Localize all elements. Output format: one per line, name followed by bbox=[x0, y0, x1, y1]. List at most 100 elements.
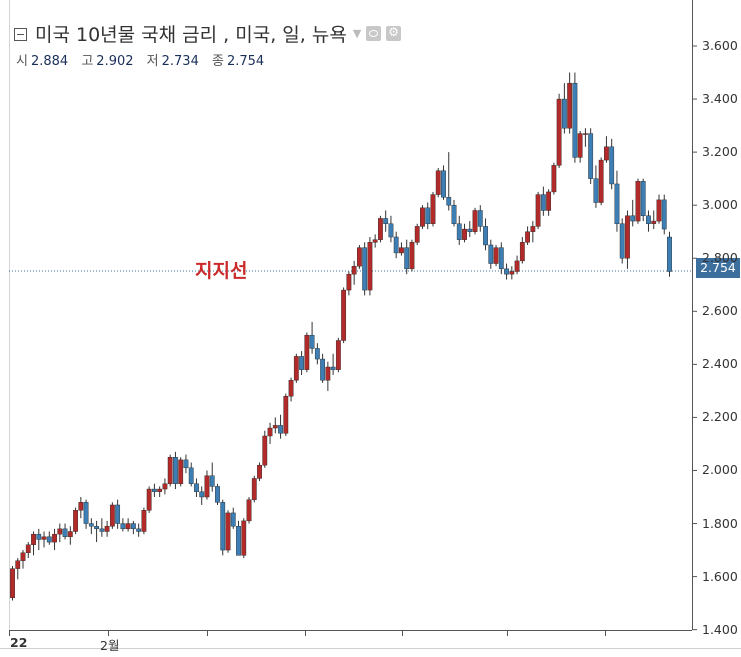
candle[interactable] bbox=[530, 221, 536, 243]
candle[interactable] bbox=[309, 321, 315, 354]
candle[interactable] bbox=[383, 210, 389, 232]
candle[interactable] bbox=[525, 226, 530, 245]
candle[interactable] bbox=[372, 234, 378, 248]
candle[interactable] bbox=[393, 231, 399, 259]
candle[interactable] bbox=[109, 502, 115, 529]
candle[interactable] bbox=[583, 128, 588, 147]
candle[interactable] bbox=[167, 454, 173, 487]
candle[interactable] bbox=[651, 210, 657, 230]
candle[interactable] bbox=[299, 351, 304, 375]
candle[interactable] bbox=[173, 451, 178, 490]
candle[interactable] bbox=[199, 486, 205, 505]
candle[interactable] bbox=[293, 353, 299, 383]
caret-down-icon[interactable]: ▼ bbox=[352, 27, 362, 40]
candle[interactable] bbox=[94, 520, 99, 543]
candle[interactable] bbox=[588, 128, 594, 184]
candle[interactable] bbox=[88, 518, 94, 535]
candle[interactable] bbox=[493, 244, 499, 267]
candle[interactable] bbox=[472, 207, 478, 235]
candles[interactable] bbox=[10, 72, 672, 601]
candle[interactable] bbox=[278, 414, 283, 439]
candle[interactable] bbox=[546, 189, 552, 216]
candle[interactable] bbox=[146, 486, 152, 513]
gear-icon[interactable] bbox=[386, 25, 402, 41]
candle[interactable] bbox=[178, 457, 184, 487]
candle[interactable] bbox=[667, 231, 672, 277]
candle[interactable] bbox=[661, 194, 667, 235]
candle[interactable] bbox=[225, 510, 231, 553]
candle[interactable] bbox=[441, 165, 446, 200]
candle[interactable] bbox=[230, 507, 236, 529]
candle[interactable] bbox=[78, 497, 84, 519]
candle[interactable] bbox=[115, 499, 121, 529]
candle[interactable] bbox=[609, 138, 615, 190]
candle[interactable] bbox=[120, 518, 126, 532]
candle[interactable] bbox=[462, 223, 467, 243]
candle[interactable] bbox=[598, 157, 604, 206]
candle[interactable] bbox=[514, 255, 520, 275]
candle[interactable] bbox=[425, 202, 431, 230]
candle[interactable] bbox=[31, 531, 36, 556]
candle[interactable] bbox=[467, 221, 473, 238]
candle[interactable] bbox=[567, 72, 573, 134]
candle[interactable] bbox=[625, 210, 630, 269]
candle[interactable] bbox=[346, 271, 352, 296]
candle[interactable] bbox=[498, 242, 504, 275]
candle[interactable] bbox=[483, 218, 488, 251]
candle[interactable] bbox=[404, 239, 410, 275]
candle[interactable] bbox=[330, 353, 336, 375]
candle[interactable] bbox=[152, 483, 157, 498]
candle[interactable] bbox=[362, 242, 368, 296]
candle[interactable] bbox=[267, 422, 273, 444]
candle[interactable] bbox=[356, 244, 362, 269]
candle[interactable] bbox=[320, 353, 326, 383]
candle[interactable] bbox=[614, 170, 620, 232]
candle[interactable] bbox=[99, 518, 105, 537]
candle[interactable] bbox=[272, 417, 278, 434]
candle[interactable] bbox=[241, 518, 247, 559]
candle[interactable] bbox=[125, 518, 131, 532]
candle[interactable] bbox=[183, 454, 189, 474]
candle[interactable] bbox=[57, 523, 63, 543]
candle[interactable] bbox=[246, 497, 252, 524]
candle[interactable] bbox=[209, 462, 215, 492]
candle[interactable] bbox=[430, 191, 436, 227]
candle[interactable] bbox=[519, 237, 525, 264]
candle[interactable] bbox=[604, 136, 609, 163]
candle[interactable] bbox=[36, 528, 42, 551]
candle[interactable] bbox=[409, 239, 415, 272]
candle[interactable] bbox=[341, 287, 347, 344]
candle[interactable] bbox=[504, 263, 509, 280]
candle[interactable] bbox=[435, 168, 441, 198]
candle[interactable] bbox=[488, 239, 494, 269]
candle[interactable] bbox=[204, 470, 210, 500]
candle[interactable] bbox=[104, 520, 110, 537]
candle[interactable] bbox=[10, 565, 15, 601]
candle[interactable] bbox=[157, 486, 163, 498]
candle[interactable] bbox=[619, 218, 625, 264]
candle[interactable] bbox=[220, 499, 226, 556]
candle[interactable] bbox=[283, 393, 289, 436]
candle[interactable] bbox=[451, 199, 457, 227]
candle[interactable] bbox=[46, 531, 52, 545]
candle[interactable] bbox=[420, 205, 425, 230]
candle[interactable] bbox=[456, 215, 462, 245]
candle[interactable] bbox=[257, 462, 262, 482]
candle[interactable] bbox=[251, 475, 257, 503]
candle[interactable] bbox=[130, 520, 136, 535]
candle[interactable] bbox=[335, 337, 341, 373]
candle[interactable] bbox=[640, 178, 646, 222]
candle[interactable] bbox=[67, 526, 73, 545]
candle[interactable] bbox=[577, 130, 583, 163]
candle[interactable] bbox=[656, 194, 662, 224]
candle[interactable] bbox=[630, 199, 636, 227]
candle[interactable] bbox=[509, 266, 515, 280]
candle[interactable] bbox=[20, 550, 26, 569]
candle[interactable] bbox=[388, 215, 394, 243]
candle[interactable] bbox=[414, 223, 420, 245]
candle[interactable] bbox=[215, 483, 220, 505]
candle[interactable] bbox=[325, 361, 331, 391]
candle[interactable] bbox=[136, 523, 142, 537]
candle[interactable] bbox=[83, 499, 89, 529]
